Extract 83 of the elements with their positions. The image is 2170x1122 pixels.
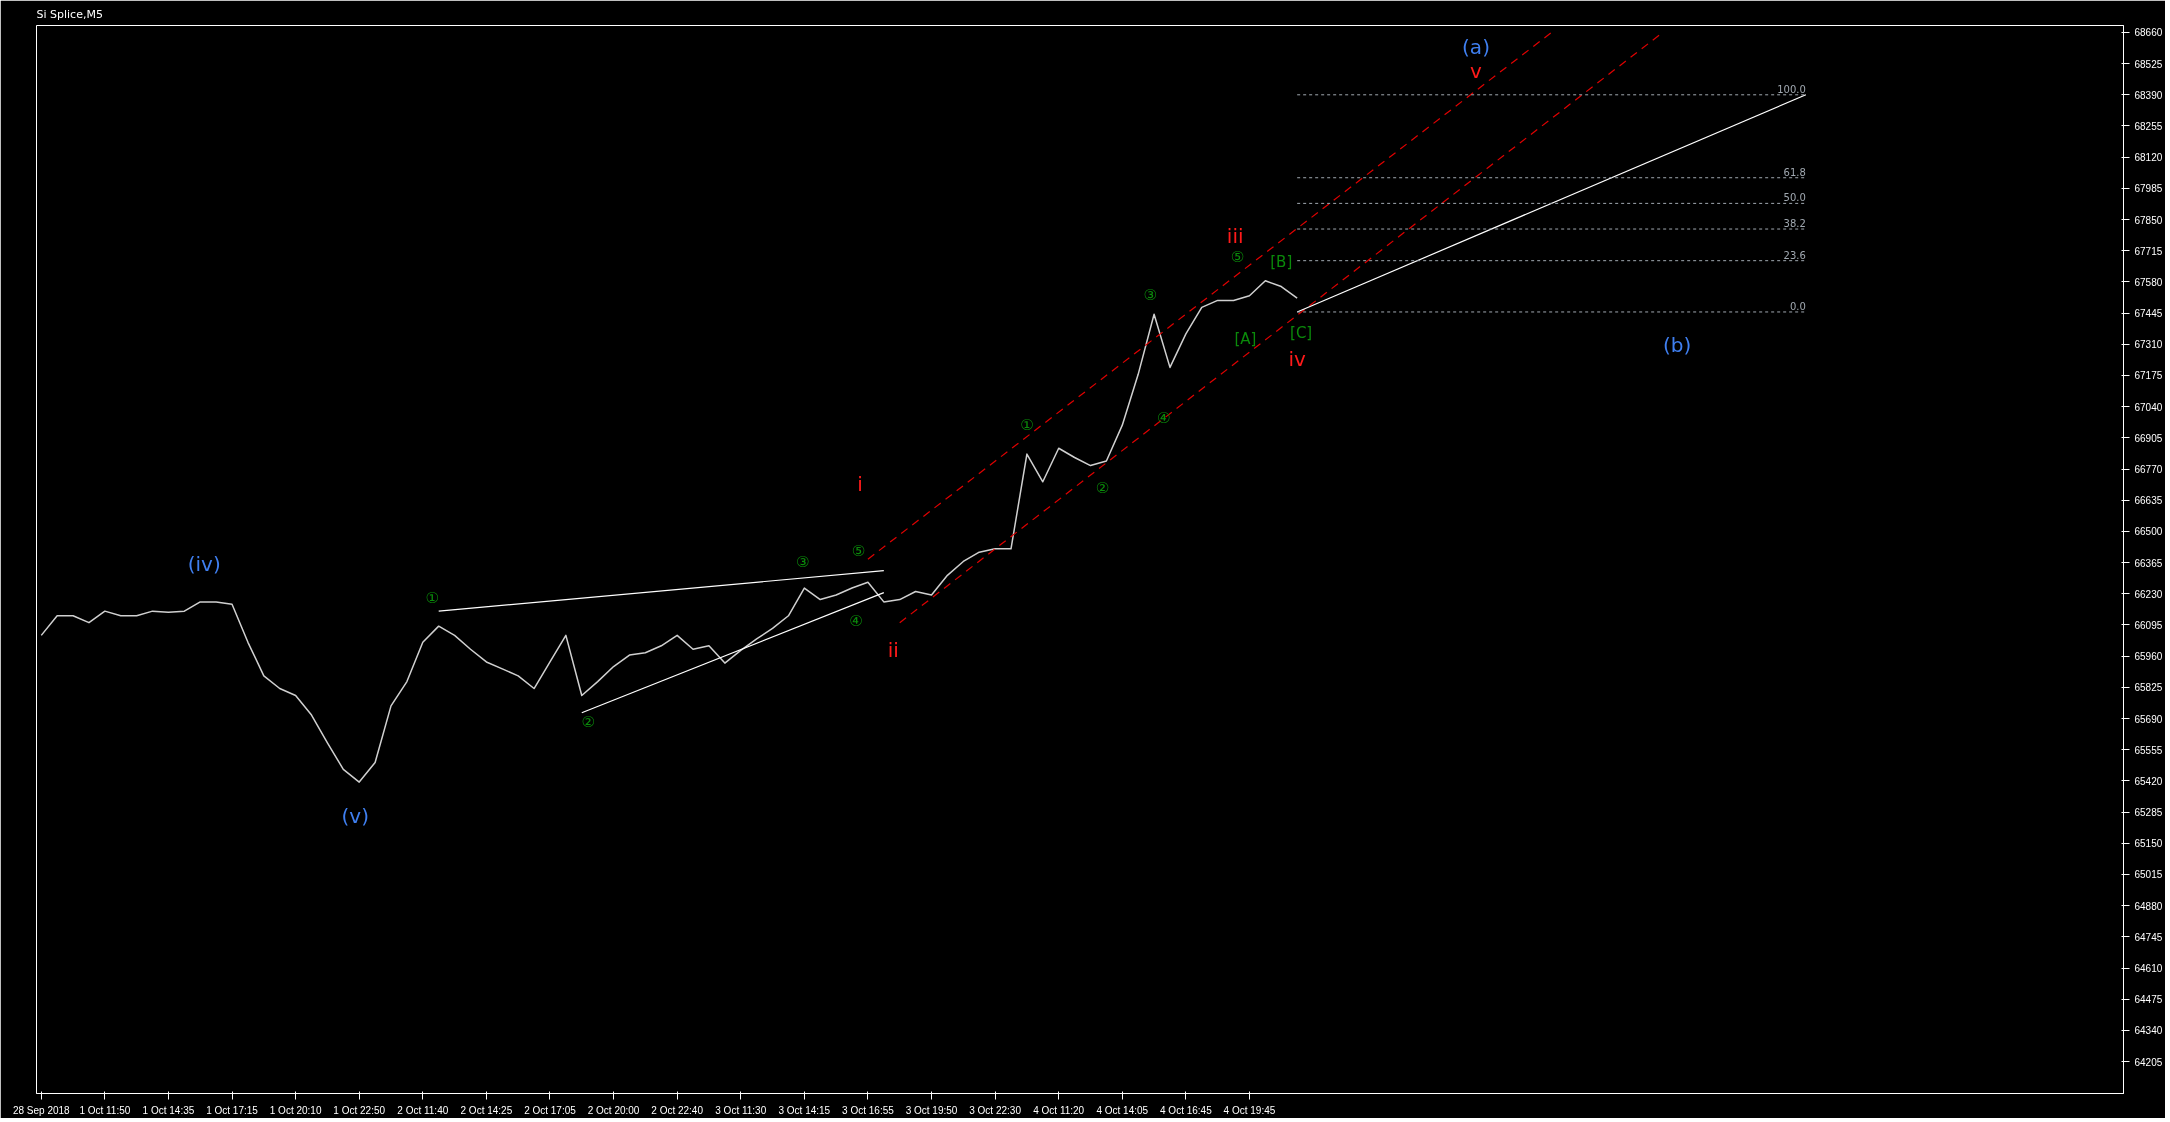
y-tick-label: 67310 [2134, 339, 2163, 351]
annotation: 100.0 [1777, 83, 1806, 95]
y-tick-label: 67985 [2134, 183, 2163, 195]
x-tick-label: 4 Oct 16:45 [1160, 1104, 1213, 1116]
x-tick-label: 2 Oct 22:40 [651, 1104, 704, 1116]
y-tick-label: 66365 [2134, 557, 2163, 569]
x-tick-label: 3 Oct 19:50 [905, 1104, 958, 1116]
y-tick-label: 65825 [2134, 682, 2163, 694]
y-tick-label: 66230 [2134, 588, 2163, 600]
y-tick-label: 66905 [2134, 432, 2163, 444]
annotation: ① [1020, 415, 1034, 434]
y-tick-label: 66770 [2134, 464, 2163, 476]
x-tick-label: 1 Oct 20:10 [269, 1104, 322, 1116]
y-tick-label: 68390 [2134, 89, 2163, 101]
y-tick-label: 67715 [2134, 245, 2163, 257]
chart-title: Si Splice,M5 [36, 7, 103, 21]
annotation: 38.2 [1783, 218, 1806, 230]
y-tick-label: 64880 [2134, 900, 2163, 912]
annotation: (b) [1662, 332, 1692, 357]
annotation: (iv) [187, 552, 221, 577]
y-tick-label: 67850 [2134, 214, 2163, 226]
x-tick-label: 4 Oct 11:20 [1033, 1104, 1085, 1116]
y-tick-label: 67580 [2134, 276, 2163, 288]
y-tick-label: 65015 [2134, 869, 2163, 881]
annotation: ③ [1143, 286, 1157, 305]
x-tick-label: 3 Oct 22:30 [969, 1104, 1022, 1116]
annotation: 50.0 [1783, 192, 1806, 204]
annotation: iv [1288, 347, 1307, 372]
y-tick-label: 64205 [2134, 1056, 2163, 1068]
y-tick-label: 64475 [2134, 994, 2163, 1006]
annotation: v [1470, 59, 1483, 84]
annotation: ④ [1156, 409, 1171, 428]
y-tick-label: 65555 [2134, 744, 2163, 756]
x-tick-label: 3 Oct 14:15 [778, 1104, 831, 1116]
x-tick-label: 3 Oct 16:55 [842, 1104, 895, 1116]
x-tick-label: 2 Oct 14:25 [460, 1104, 513, 1116]
y-tick-label: 66635 [2134, 495, 2163, 507]
y-tick-label: 65150 [2134, 838, 2163, 850]
annotation: i [857, 471, 863, 496]
x-tick-label: 28 Sep 2018 [12, 1104, 71, 1116]
x-tick-label: 2 Oct 11:40 [397, 1104, 449, 1116]
y-tick-label: 68120 [2134, 152, 2163, 164]
y-tick-label: 65420 [2134, 775, 2163, 787]
y-tick-label: 65285 [2134, 807, 2163, 819]
annotation: (a) [1462, 35, 1490, 60]
annotation: ③ [796, 552, 810, 571]
annotation: ⑤ [1230, 248, 1245, 267]
y-tick-label: 67175 [2134, 370, 2163, 382]
annotation: ⑤ [851, 541, 866, 560]
y-tick-label: 64610 [2134, 963, 2163, 975]
annotation: iii [1226, 223, 1244, 248]
annotation: [B] [1270, 252, 1293, 271]
y-tick-label: 65690 [2134, 713, 2163, 725]
y-tick-label: 67040 [2134, 401, 2163, 413]
x-tick-label: 3 Oct 11:30 [715, 1104, 767, 1116]
annotation: ii [887, 637, 899, 662]
y-tick-label: 68255 [2134, 120, 2163, 132]
annotation: 61.8 [1783, 166, 1806, 178]
x-tick-label: 1 Oct 22:50 [333, 1104, 386, 1116]
y-tick-label: 64340 [2134, 1025, 2163, 1037]
y-tick-label: 67445 [2134, 308, 2163, 320]
y-tick-label: 64745 [2134, 931, 2163, 943]
x-tick-label: 1 Oct 17:15 [206, 1104, 259, 1116]
annotation: ① [425, 588, 440, 607]
y-tick-label: 66500 [2134, 526, 2163, 538]
annotation: 0.0 [1789, 300, 1806, 312]
y-tick-label: 68660 [2134, 27, 2163, 39]
annotation: ④ [849, 611, 863, 630]
annotation: ② [581, 713, 595, 732]
annotation: [C] [1290, 323, 1313, 342]
x-tick-label: 1 Oct 11:50 [79, 1104, 131, 1116]
x-tick-label: 2 Oct 20:00 [587, 1104, 640, 1116]
annotation: ② [1095, 479, 1110, 497]
x-tick-label: 4 Oct 14:05 [1096, 1104, 1149, 1116]
y-tick-label: 65960 [2134, 651, 2163, 663]
x-tick-label: 2 Oct 17:05 [524, 1104, 577, 1116]
x-tick-label: 4 Oct 19:45 [1223, 1104, 1276, 1116]
annotation: [A] [1234, 330, 1257, 349]
annotation: 23.6 [1783, 249, 1806, 261]
x-tick-label: 1 Oct 14:35 [142, 1104, 195, 1116]
annotation: (v) [341, 804, 369, 829]
y-tick-label: 66095 [2134, 619, 2163, 631]
y-tick-label: 68525 [2134, 58, 2163, 70]
